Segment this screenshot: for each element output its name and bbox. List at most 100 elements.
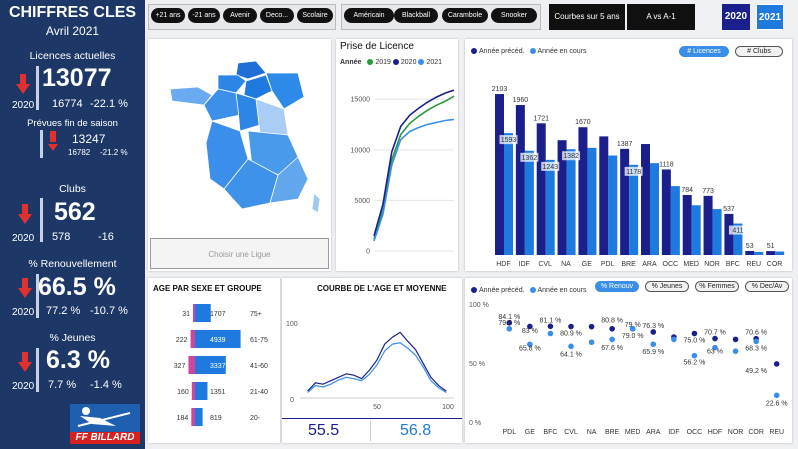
- prevues-value: 13247: [72, 132, 106, 146]
- renouvellement-scatter-chart: 100 % 50 % 0 % PDL GE BFC CVL NA BRE MED ARA IDF OCC…: [469, 302, 788, 436]
- point-REU-prev: [773, 361, 780, 367]
- data-label: 76.3 %: [642, 323, 664, 330]
- x-tick-label: CVL: [564, 429, 578, 436]
- filter-americain[interactable]: Américain: [344, 8, 394, 23]
- x-tick-label: 100: [442, 404, 454, 411]
- bar-CVL-curr: [545, 159, 555, 255]
- region-cor: [311, 192, 321, 214]
- point-MED-curr: [629, 325, 636, 332]
- x-tick-label: GE: [525, 429, 535, 436]
- x-tick-label: BFC: [543, 429, 557, 436]
- data-label: 70.7 %: [704, 330, 726, 337]
- bar-ARA-prev: [641, 144, 650, 255]
- male-count: 1351: [210, 389, 226, 396]
- data-label: 79.0 %: [622, 333, 644, 340]
- billiard-player-icon: [70, 404, 140, 432]
- licence-series-2019: [373, 95, 455, 240]
- tab-renouv[interactable]: % Renouv: [595, 281, 639, 292]
- legend-prev: Année précéd.: [479, 48, 525, 55]
- legend-curr: Année en cours: [537, 287, 587, 294]
- divider: [40, 130, 43, 158]
- point-GE-prev: [527, 323, 533, 330]
- choisir-ligue-button[interactable]: Choisir une Ligue: [150, 238, 329, 269]
- region-ge: [265, 72, 305, 110]
- data-label: 49.2 %: [745, 368, 767, 375]
- bar-PDL-prev: [599, 136, 609, 255]
- compare-button[interactable]: A vs A-1: [627, 4, 695, 30]
- filter-scolaire[interactable]: Scolaire: [297, 8, 333, 23]
- x-tick-label: GE: [582, 261, 592, 268]
- divider: [36, 274, 39, 318]
- x-tick-label: ARA: [646, 429, 661, 436]
- bar-IDF-prev: [515, 105, 525, 255]
- legend-dot-curr: [529, 287, 536, 294]
- male-count: 4939: [210, 337, 226, 344]
- point-PDL-curr: [506, 325, 513, 332]
- bar-BRE-curr: [629, 164, 639, 255]
- year-2020-button[interactable]: 2020: [722, 4, 750, 30]
- tab-femmes[interactable]: % Femmes: [695, 281, 739, 292]
- tab-licences[interactable]: # Licences: [679, 46, 729, 57]
- data-label: 53: [746, 243, 754, 250]
- y-tick-label: 10000: [351, 147, 371, 154]
- filter-carambole[interactable]: Carambole: [442, 8, 488, 23]
- data-label: 65.9 %: [642, 349, 664, 356]
- point-GE-curr: [527, 341, 533, 348]
- bar-BFC-curr: [733, 223, 743, 255]
- legend-dot-prev: [471, 287, 477, 294]
- bar-female-75+: [193, 304, 195, 322]
- tab-clubs[interactable]: # Clubs: [735, 46, 783, 57]
- filter-plus21[interactable]: +21 ans: [151, 8, 185, 23]
- scatter-panel: Année précéd. Année en cours % Renouv % …: [465, 278, 792, 443]
- france-map[interactable]: [148, 39, 331, 271]
- point-BFC-curr: [547, 330, 554, 337]
- down-arrow-icon: [48, 131, 58, 151]
- bar-GE-prev: [578, 127, 588, 255]
- mean-prev-value: 55.5: [308, 422, 340, 439]
- x-tick-label: NOR: [728, 429, 744, 436]
- licences-pct: -22.1 %: [90, 98, 128, 110]
- data-label-bg: [624, 166, 643, 176]
- year-2021-button[interactable]: 2021: [756, 4, 784, 30]
- x-tick-label: ARA: [642, 261, 657, 268]
- filter-avenir[interactable]: Avenir: [223, 8, 257, 23]
- bar-MED-prev: [682, 195, 692, 255]
- clubs-label: Clubs: [59, 183, 86, 195]
- data-label: 411: [732, 228, 743, 235]
- data-label: 75.0 %: [684, 338, 706, 345]
- data-label: 1118: [659, 161, 674, 168]
- x-tick-label: MED: [625, 429, 641, 436]
- jeunes-delta: -1.4 %: [90, 379, 122, 391]
- filter-minus21[interactable]: -21 ans: [188, 8, 220, 23]
- bar-male-75+: [195, 304, 211, 322]
- age-curve-chart: 100 0 50 100: [286, 321, 454, 411]
- data-label: 1362: [522, 155, 538, 162]
- filter-blackball[interactable]: Blackball: [394, 8, 438, 23]
- bar-chart-panel: Année précéd. Année en cours # Licences …: [465, 39, 792, 271]
- clubs-value: 562: [54, 198, 96, 226]
- tab-dec-av[interactable]: % Dec/Av: [745, 281, 789, 292]
- jeunes-year: 2020: [12, 381, 35, 392]
- data-label: 63 %: [707, 349, 723, 356]
- filter-deco[interactable]: Deco...: [260, 8, 294, 23]
- divider: [36, 66, 39, 110]
- data-label: 1382: [563, 153, 579, 160]
- age-group-label: 41-60: [250, 363, 268, 370]
- bar-COR-curr: [775, 251, 785, 255]
- tab-jeunes[interactable]: % Jeunes: [645, 281, 689, 292]
- mean-separator: [370, 421, 371, 441]
- courbes-5-ans-button[interactable]: Courbes sur 5 ans: [549, 4, 625, 30]
- age-curve-series-0: [307, 331, 447, 392]
- male-count: 819: [210, 415, 222, 422]
- bar-REU-prev: [745, 250, 755, 255]
- down-arrow-icon: [18, 278, 32, 298]
- licences-label: Licences actuelles: [29, 50, 116, 62]
- licences-year: 2020: [12, 100, 35, 111]
- data-label: 83 %: [522, 328, 538, 335]
- y-tick-label: 5000: [354, 198, 370, 205]
- bar-CVL-prev: [536, 123, 546, 255]
- filter-snooker[interactable]: Snooker: [491, 8, 537, 23]
- legend-prev: Année précéd.: [479, 287, 525, 294]
- data-label-bg: [520, 152, 539, 162]
- sidebar-title: CHIFFRES CLES: [8, 4, 137, 21]
